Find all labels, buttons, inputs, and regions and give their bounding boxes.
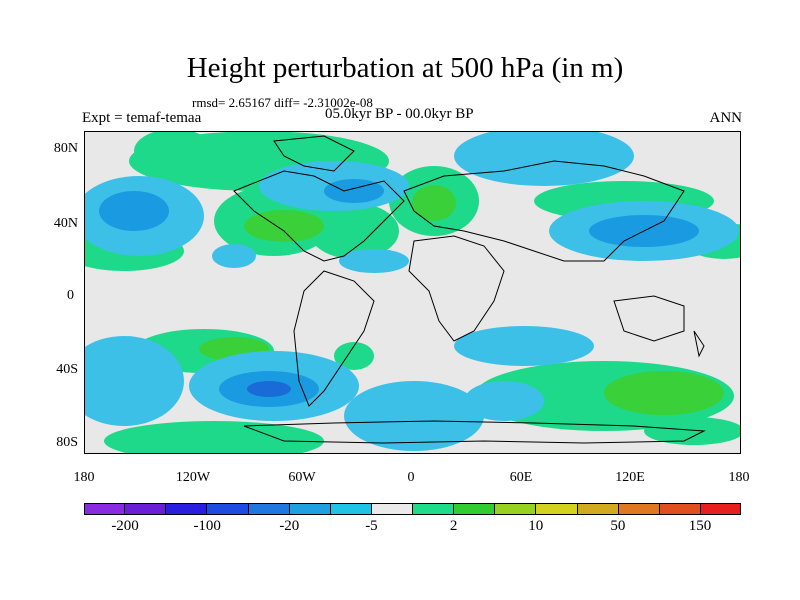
colorbar-swatch <box>495 503 537 515</box>
map-panel <box>84 131 741 454</box>
colorbar-label: 150 <box>688 518 712 534</box>
colorbar-swatch <box>454 503 496 515</box>
colorbar-label: 10 <box>528 518 544 534</box>
colorbar-swatch <box>248 503 290 515</box>
colorbar-swatch <box>289 503 331 515</box>
lat-label-80s: 80S <box>56 435 78 450</box>
lon-label-0: 0 <box>407 470 415 485</box>
colorbar-frame <box>84 503 741 515</box>
colorbar-swatch <box>659 503 701 515</box>
colorbar-swatch <box>536 503 578 515</box>
period-label: 05.0kyr BP - 00.0kyr BP <box>325 106 474 122</box>
lat-label-40s: 40S <box>56 362 78 377</box>
lon-label-120w: 120W <box>175 470 211 485</box>
colorbar-swatch <box>207 503 249 515</box>
colorbar-swatch <box>700 503 741 515</box>
colorbar-label: -100 <box>193 518 221 534</box>
figure-title: Height perturbation at 500 hPa (in m) <box>186 52 624 84</box>
lon-label-60e: 60E <box>509 470 533 485</box>
colorbar-label: -20 <box>279 518 300 534</box>
colorbar-swatch <box>330 503 372 515</box>
lon-label-180w: 180 <box>73 470 95 485</box>
colorbar-swatch <box>618 503 660 515</box>
colorbar-label: -5 <box>365 518 378 534</box>
season-label: ANN <box>709 110 743 126</box>
colorbar-label: -200 <box>111 518 139 534</box>
stats-text: rmsd= 2.65167 diff= -2.31002e-08 <box>192 95 373 110</box>
colorbar-label: 50 <box>610 518 626 534</box>
experiment-label: Expt = temaf-temaa <box>82 110 202 126</box>
colorbar-swatch <box>577 503 619 515</box>
colorbar-swatch <box>166 503 208 515</box>
lat-label-0: 0 <box>67 288 74 303</box>
colorbar-label: 2 <box>449 518 458 534</box>
colorbar-swatch <box>125 503 167 515</box>
colorbar-swatch <box>371 503 413 515</box>
coastlines <box>233 135 706 444</box>
lat-label-40n: 40N <box>53 216 78 231</box>
lon-label-60w: 60W <box>288 470 316 485</box>
colorbar <box>84 503 741 515</box>
lon-label-180e: 180 <box>728 470 750 485</box>
colorbar-swatch <box>84 503 126 515</box>
lat-label-80n: 80N <box>53 141 78 156</box>
colorbar-swatch <box>413 503 455 515</box>
lon-label-120e: 120E <box>615 470 645 485</box>
